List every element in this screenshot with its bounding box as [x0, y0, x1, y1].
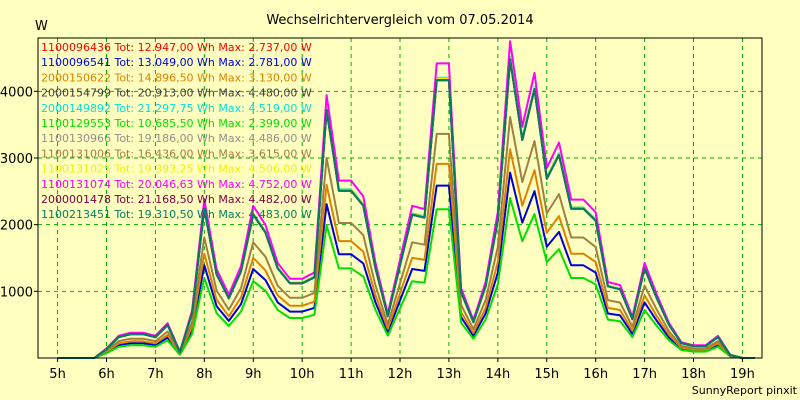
- legend-entry: 1100131025 Tot: 19.393,25 Wh Max: 4.506,…: [41, 163, 312, 176]
- series-line-1100131006: [57, 116, 755, 359]
- x-tick-label: 5h: [49, 367, 66, 382]
- chart-title: Wechselrichtervergleich vom 07.05.2014: [266, 13, 533, 28]
- x-tick-label: 7h: [147, 367, 164, 382]
- y-tick-label: 1000: [0, 285, 33, 300]
- legend-entry: 2000001478 Tot: 21.168,50 Wh Max: 4.482,…: [41, 193, 312, 206]
- x-tick-label: 15h: [534, 367, 559, 382]
- x-tick-label: 6h: [98, 367, 115, 382]
- legend-entry: 1100096541 Tot: 13.049,00 Wh Max: 2.781,…: [41, 56, 312, 69]
- footer-credit: SunnyReport pinxit: [692, 384, 798, 397]
- x-tick-label: 10h: [290, 367, 315, 382]
- axes: 5h 6h 7h 8h 9h 10h 11h 12h 13h 14h 15h 16h 17h 18h 19h…: [0, 37, 763, 382]
- legend-entry: 1100129553 Tot: 10.685,50 Wh Max: 2.399,…: [41, 117, 312, 130]
- legend-entry: 1100213451 Tot: 19.310,50 Wh Max: 4.483,…: [41, 208, 312, 221]
- legend-entry: 2000150622 Tot: 14.896,50 Wh Max: 3.130,…: [41, 71, 312, 84]
- x-tick-label: 8h: [196, 367, 213, 382]
- x-tick-label: 13h: [437, 367, 462, 382]
- series-lines: [57, 40, 755, 359]
- y-tick-label: 2000: [0, 219, 33, 234]
- legend-entry: 1100096436 Tot: 12.947,00 Wh Max: 2.737,…: [41, 41, 312, 54]
- x-tick-label: 16h: [583, 367, 608, 382]
- x-tick-label: 9h: [245, 367, 262, 382]
- x-tick-label: 11h: [339, 367, 364, 382]
- y-tick-label: 3000: [0, 152, 33, 167]
- legend-entry: 2000154799 Tot: 20.913,00 Wh Max: 4.480,…: [41, 87, 312, 100]
- x-tick-label: 18h: [681, 367, 706, 382]
- series-line-1100213451: [57, 58, 755, 359]
- x-tick-label: 19h: [730, 367, 755, 382]
- x-tick-label: 12h: [388, 367, 413, 382]
- legend: 1100096436 Tot: 12.947,00 Wh Max: 2.737,…: [41, 41, 312, 221]
- series-line-1100129553: [57, 197, 755, 359]
- series-line-2000150622: [57, 148, 755, 359]
- y-axis-label: W: [35, 19, 48, 34]
- legend-entry: 1100130966 Tot: 19.186,00 Wh Max: 4.486,…: [41, 132, 312, 145]
- x-tick-label: 17h: [632, 367, 657, 382]
- legend-entry: 2000149892 Tot: 21.297,75 Wh Max: 4.519,…: [41, 102, 312, 115]
- legend-entry: 1100131006 Tot: 16.436,00 Wh Max: 3.615,…: [41, 147, 312, 160]
- legend-entry: 1100131074 Tot: 20.046,63 Wh Max: 4.752,…: [41, 178, 312, 191]
- y-tick-label: 4000: [0, 85, 33, 100]
- x-tick-label: 14h: [485, 367, 510, 382]
